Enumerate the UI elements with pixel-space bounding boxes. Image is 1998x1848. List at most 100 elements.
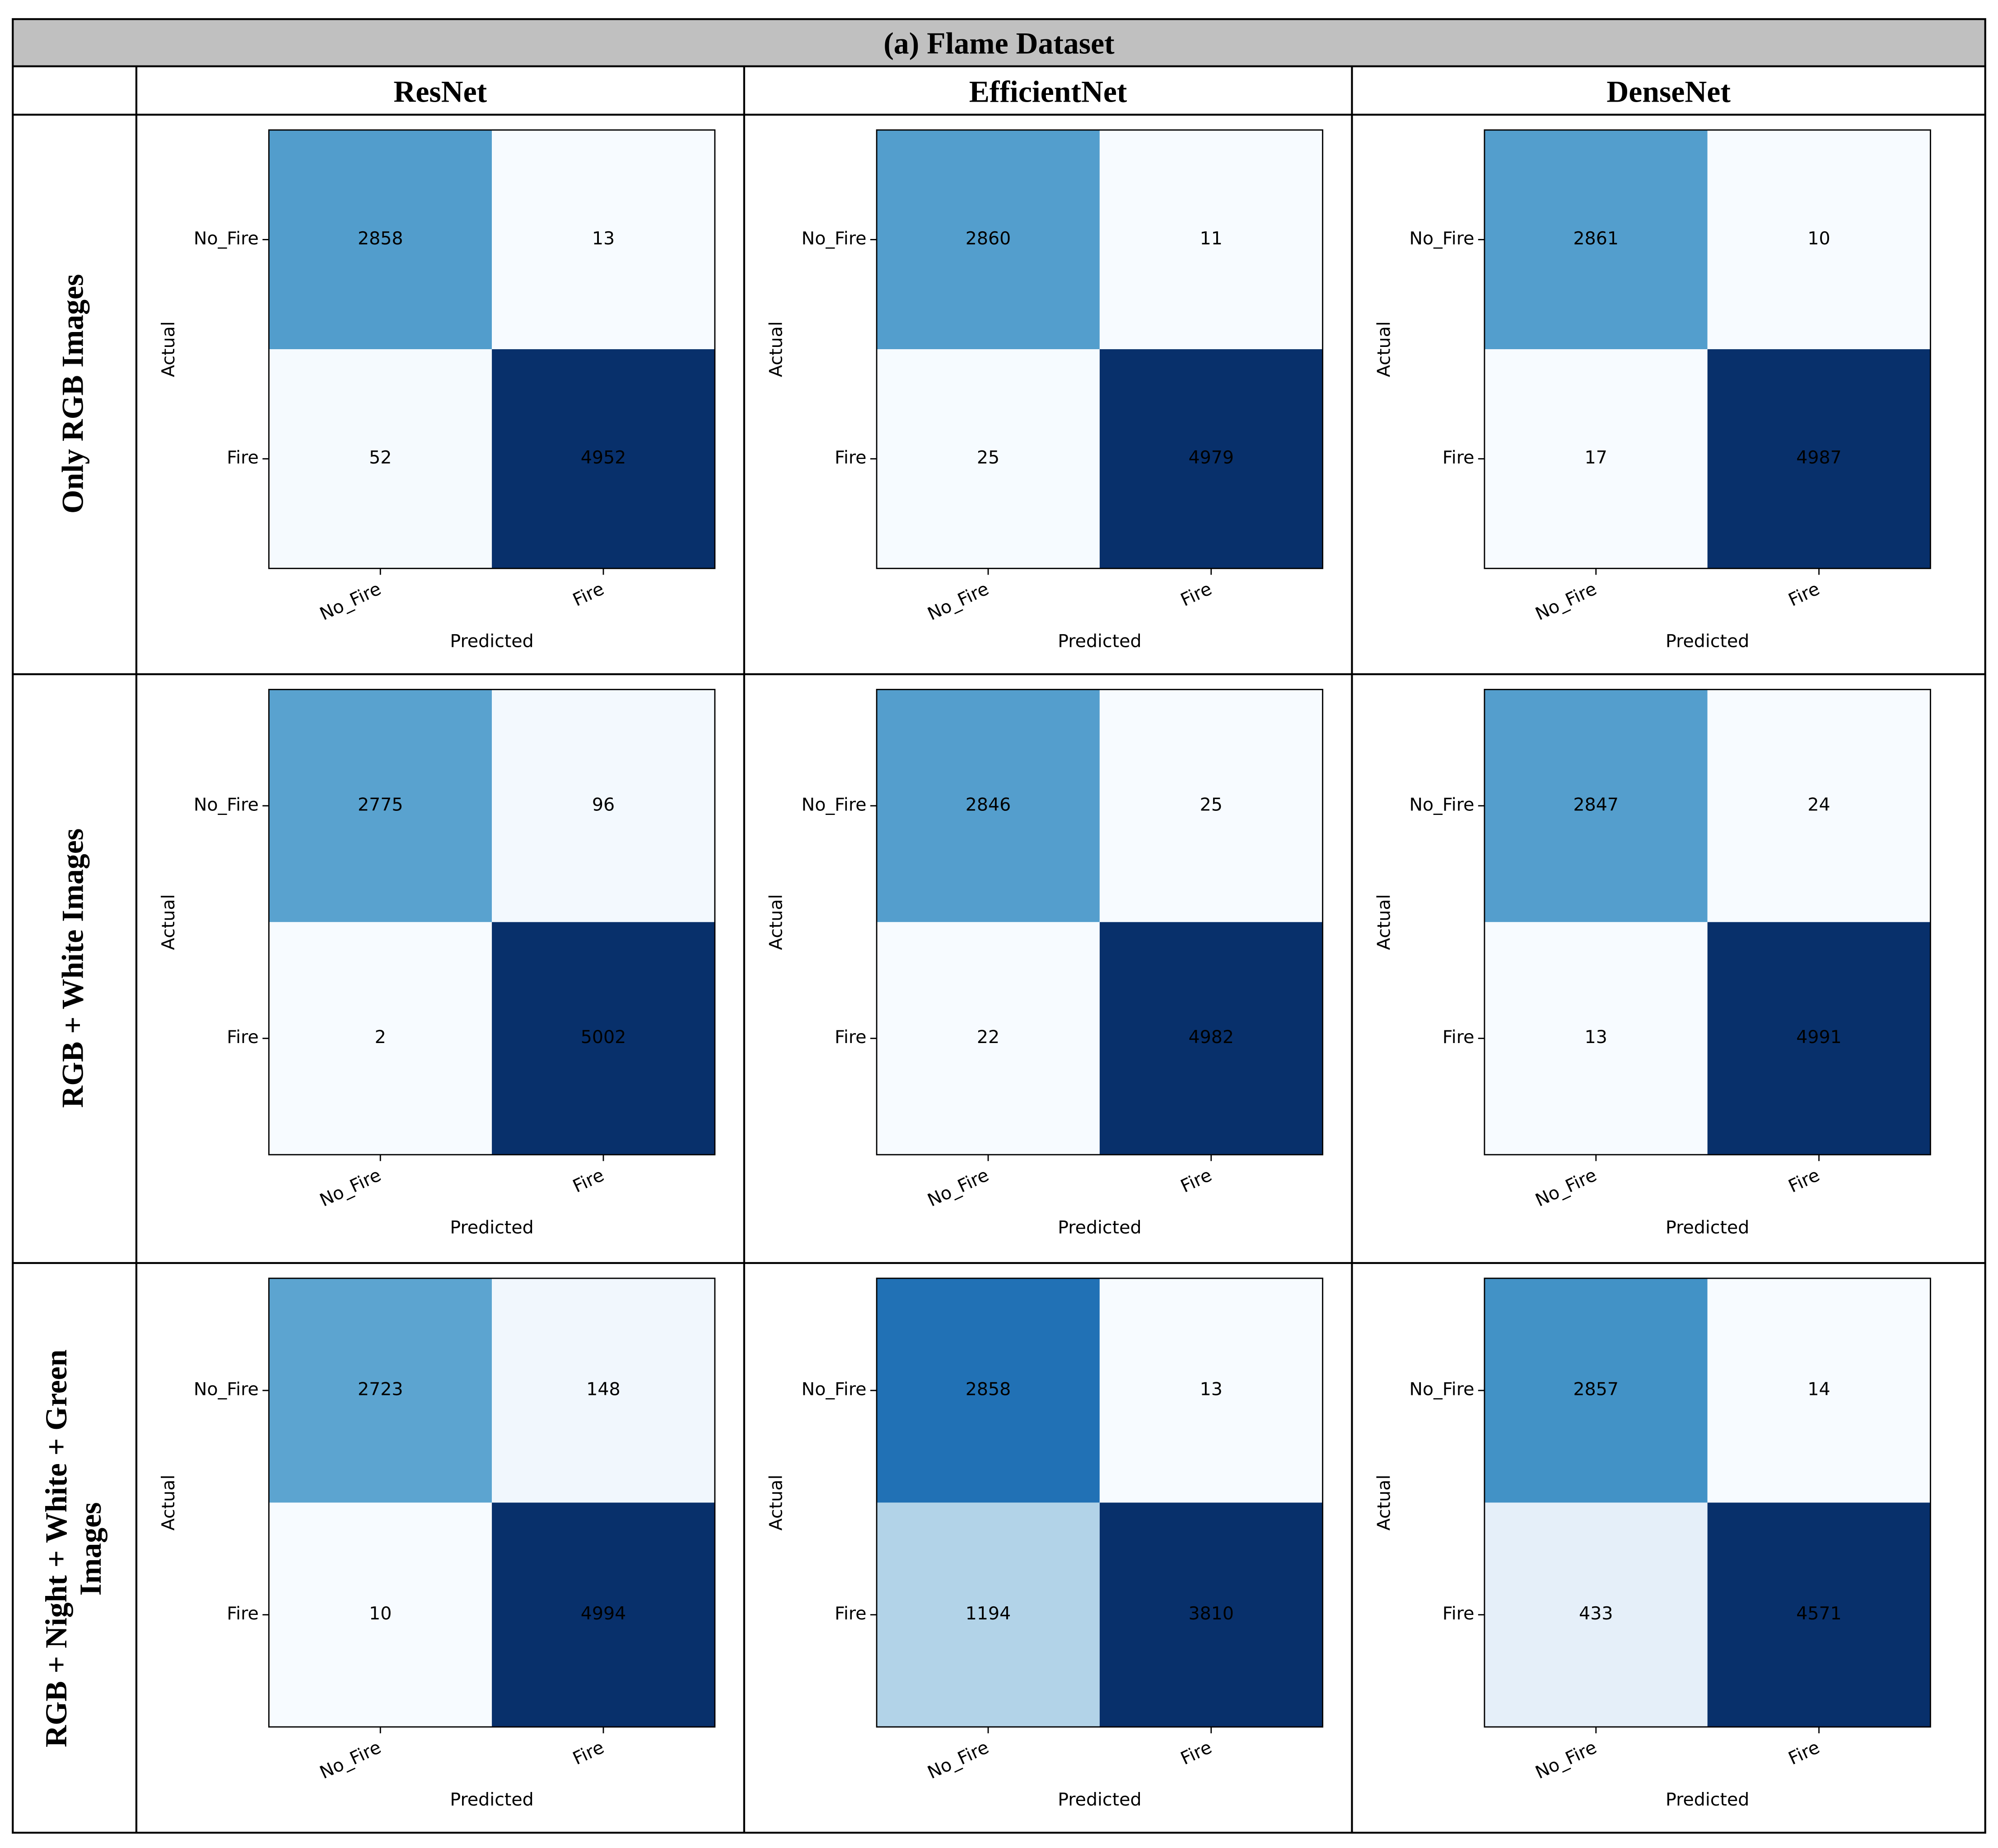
cell-label: 4571 [1796, 1603, 1841, 1624]
y-axis-label: Actual [158, 321, 179, 377]
cell-label: 4952 [581, 447, 626, 468]
plot-frame [1484, 129, 1931, 569]
cell-label: 17 [1585, 447, 1607, 468]
y-axis-label: Actual [1373, 894, 1394, 950]
heatmap-cell [492, 1278, 715, 1503]
cell-label: 433 [1579, 1603, 1613, 1624]
x-tick-label: Fire [570, 1737, 607, 1769]
heatmap-cell [1707, 1502, 1931, 1727]
heatmap-cell [877, 1278, 1100, 1503]
heatmap-cell [1099, 349, 1323, 569]
heatmap-cell [1484, 922, 1708, 1155]
y-tick-label: No_Fire [1409, 1379, 1474, 1400]
cell-label: 25 [1200, 794, 1223, 815]
cell-label: 24 [1807, 794, 1830, 815]
y-axis-label: Actual [1373, 321, 1394, 377]
x-axis-label: Predicted [450, 1789, 533, 1810]
cell-label: 148 [586, 1379, 620, 1400]
y-tick-label: Fire [1442, 447, 1474, 468]
cell-label: 2723 [358, 1379, 403, 1400]
heatmap-cell [877, 349, 1100, 569]
plot-frame [268, 1277, 716, 1728]
heatmap-cell [269, 922, 492, 1155]
heatmap-cell [1707, 922, 1931, 1155]
cell-label: 4982 [1189, 1027, 1234, 1048]
heatmap-cell [269, 130, 492, 350]
y-tick-label: No_Fire [194, 794, 259, 815]
cell-label: 1194 [966, 1603, 1011, 1624]
column-header: DenseNet [1606, 75, 1731, 109]
plot-frame [876, 129, 1324, 569]
heatmap-cell [492, 1502, 715, 1727]
cell-label: 10 [1807, 228, 1830, 249]
y-tick-label: Fire [227, 447, 258, 468]
heatmap-cell [492, 349, 715, 569]
row-header-box: RGB + White Images [57, 828, 91, 1109]
row-header: RGB + White Images [57, 828, 91, 1109]
x-axis-label: Predicted [1058, 631, 1141, 651]
title-band [13, 19, 1985, 66]
cell-label: 4979 [1189, 447, 1234, 468]
cell-label: 11 [1200, 228, 1223, 249]
heatmap-cell [269, 349, 492, 569]
heatmap-cell [1707, 1278, 1931, 1503]
heatmap-cell [1484, 1278, 1708, 1503]
row-header-box: Only RGB Images [57, 275, 90, 514]
x-tick-label: No_Fire [924, 1737, 992, 1783]
heatmap-cell [1707, 130, 1931, 350]
heatmap-cell [877, 689, 1100, 922]
heatmap-cell [1707, 349, 1931, 569]
y-tick-label: No_Fire [1409, 794, 1474, 815]
y-tick-label: Fire [835, 1603, 866, 1624]
y-tick-label: Fire [1442, 1603, 1474, 1624]
x-tick-label: Fire [1177, 578, 1215, 610]
cell-label: 14 [1807, 1379, 1830, 1400]
cell-label: 52 [369, 447, 392, 468]
cell-label: 4987 [1796, 447, 1841, 468]
cell-label: 96 [592, 794, 615, 815]
cell-label: 25 [977, 447, 999, 468]
heatmap-cell [1707, 689, 1931, 922]
cell-label: 2 [375, 1027, 386, 1048]
x-tick-label: Fire [1785, 1165, 1823, 1197]
y-tick-label: Fire [227, 1603, 258, 1624]
x-tick-label: No_Fire [924, 578, 992, 625]
heatmap-cell [1099, 1278, 1323, 1503]
plot-frame [876, 1277, 1324, 1728]
cell-label: 13 [592, 228, 615, 249]
x-tick-label: No_Fire [1532, 1737, 1600, 1783]
cell-label: 4991 [1796, 1027, 1841, 1048]
x-tick-label: No_Fire [1532, 1165, 1600, 1211]
cell-label: 2775 [358, 794, 403, 815]
cell-label: 3810 [1189, 1603, 1234, 1624]
heatmap-cell [877, 130, 1100, 350]
y-axis-label: Actual [1373, 1475, 1394, 1531]
cell-label: 5002 [581, 1027, 626, 1048]
x-tick-label: Fire [1785, 578, 1823, 610]
cell-label: 2861 [1573, 228, 1619, 249]
cell-label: 2847 [1573, 794, 1619, 815]
y-axis-label: Actual [158, 894, 179, 950]
x-axis-label: Predicted [450, 631, 533, 651]
y-tick-label: No_Fire [1409, 228, 1474, 249]
y-tick-label: No_Fire [802, 1379, 867, 1400]
heatmap-cell [1484, 349, 1708, 569]
y-tick-label: No_Fire [802, 228, 867, 249]
y-tick-label: Fire [835, 447, 866, 468]
column-header: ResNet [393, 75, 487, 109]
x-tick-label: No_Fire [317, 1165, 384, 1211]
cell-label: 22 [977, 1027, 999, 1048]
row-header: RGB + Night + White + Green Images [40, 1349, 108, 1747]
cell-label: 13 [1200, 1379, 1223, 1400]
cell-label: 10 [369, 1603, 392, 1624]
y-axis-label: Actual [766, 321, 787, 377]
x-tick-label: Fire [1177, 1165, 1215, 1197]
heatmap-cell [877, 1502, 1100, 1727]
heatmap-cell [269, 1278, 492, 1503]
cell-label: 2858 [358, 228, 403, 249]
plot-frame [268, 688, 716, 1156]
x-tick-label: Fire [1177, 1737, 1215, 1769]
y-axis-label: Actual [158, 1475, 179, 1531]
